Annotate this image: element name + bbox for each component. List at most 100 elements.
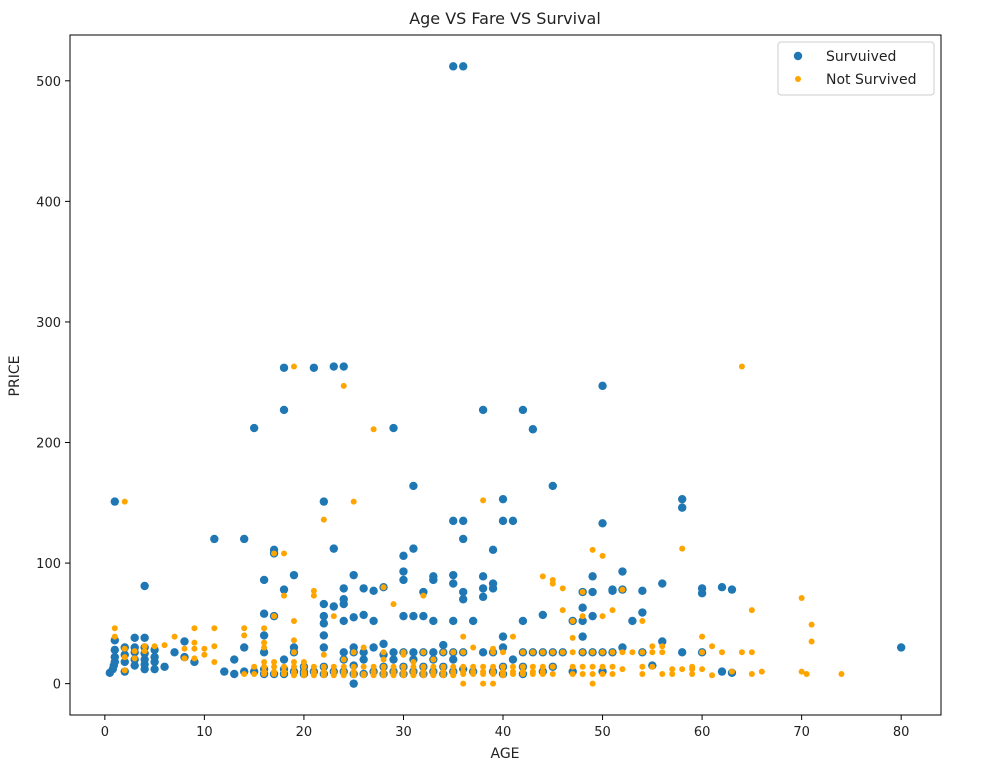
- survived-point: [896, 643, 906, 652]
- survived-point: [598, 381, 607, 391]
- survived-point: [638, 608, 647, 617]
- survived-point: [349, 679, 358, 688]
- not-survived-point: [539, 668, 546, 675]
- survived-point: [349, 613, 358, 622]
- survived-point: [638, 586, 647, 596]
- not-survived-point: [141, 648, 148, 655]
- not-survived-point: [370, 663, 377, 670]
- not-survived-point: [300, 668, 307, 675]
- not-survived-point: [121, 667, 128, 674]
- not-survived-point: [480, 663, 487, 670]
- not-survived-point: [579, 649, 586, 656]
- survived-point: [289, 570, 299, 580]
- survived-point: [618, 643, 627, 652]
- survived-point: [240, 643, 249, 652]
- not-survived-point: [599, 663, 606, 670]
- not-survived-point: [131, 648, 138, 655]
- not-survived-point: [509, 663, 516, 670]
- not-survived-point: [659, 643, 666, 650]
- not-survived-point: [380, 663, 387, 670]
- survived-point: [279, 655, 289, 664]
- survived-point: [449, 570, 458, 580]
- not-survived-point: [569, 634, 576, 641]
- legend-marker-not-survived: [795, 76, 801, 82]
- not-survived-point: [330, 668, 337, 675]
- not-survived-point: [599, 671, 606, 678]
- survived-point: [120, 657, 129, 667]
- survived-point: [429, 572, 438, 581]
- not-survived-point: [340, 663, 347, 670]
- x-tick-label: 40: [495, 725, 512, 740]
- not-survived-point: [609, 663, 616, 670]
- not-survived-point: [738, 363, 745, 370]
- survived-point: [578, 632, 587, 641]
- not-survived-point: [559, 585, 566, 592]
- not-survived-point: [500, 663, 507, 670]
- not-survived-point: [609, 671, 616, 678]
- not-survived-point: [141, 643, 148, 650]
- survived-point: [150, 652, 159, 662]
- not-survived-point: [549, 649, 556, 656]
- survived-point: [150, 664, 159, 674]
- survived-point: [449, 655, 458, 664]
- not-survived-point: [390, 668, 397, 675]
- not-survived-point: [271, 668, 278, 675]
- survived-point: [399, 567, 408, 576]
- not-survived-point: [380, 656, 387, 663]
- survived-point: [319, 619, 329, 628]
- not-survived-point: [330, 663, 337, 670]
- not-survived-point: [400, 649, 407, 656]
- survived-point: [488, 579, 498, 588]
- not-survived-point: [669, 666, 676, 673]
- survived-point: [488, 545, 498, 555]
- not-survived-point: [310, 668, 317, 675]
- survived-point: [409, 648, 418, 657]
- not-survived-point: [529, 663, 536, 670]
- not-survived-point: [549, 663, 556, 670]
- survived-point: [717, 582, 727, 592]
- not-survived-point: [360, 663, 367, 670]
- not-survived-point: [649, 643, 656, 650]
- survived-point: [110, 497, 119, 506]
- survived-point: [140, 655, 149, 664]
- not-survived-point: [420, 592, 427, 599]
- not-survived-point: [211, 643, 218, 650]
- survived-point: [498, 494, 508, 504]
- not-survived-point: [639, 671, 646, 678]
- not-survived-point: [460, 668, 467, 675]
- survived-point: [259, 609, 269, 618]
- y-tick-label: 200: [36, 437, 61, 452]
- survived-point: [230, 669, 239, 679]
- survived-point: [588, 587, 597, 597]
- not-survived-point: [669, 671, 676, 678]
- survived-point: [339, 595, 348, 604]
- survived-point: [279, 405, 289, 415]
- not-survived-point: [519, 668, 526, 675]
- survived-point: [230, 655, 239, 664]
- survived-point: [677, 648, 687, 657]
- survived-point: [309, 363, 319, 372]
- survived-point: [130, 633, 139, 643]
- survived-point: [439, 640, 448, 650]
- not-survived-point: [380, 668, 387, 675]
- not-survived-point: [450, 663, 457, 670]
- not-survived-point: [639, 663, 646, 670]
- not-survived-point: [400, 663, 407, 670]
- not-survived-point: [121, 645, 128, 652]
- not-survived-point: [470, 644, 477, 651]
- not-survived-point: [539, 663, 546, 670]
- not-survived-point: [450, 668, 457, 675]
- not-survived-point: [470, 668, 477, 675]
- not-survived-point: [699, 649, 706, 656]
- not-survived-point: [380, 584, 387, 591]
- survived-point: [508, 516, 518, 526]
- not-survived-point: [241, 632, 248, 639]
- not-survived-point: [629, 649, 636, 656]
- y-tick-label: 0: [53, 678, 61, 693]
- not-survived-point: [803, 671, 810, 678]
- not-survived-point: [290, 658, 297, 665]
- x-tick-label: 50: [594, 725, 611, 740]
- not-survived-point: [589, 680, 596, 687]
- survived-point: [130, 661, 139, 670]
